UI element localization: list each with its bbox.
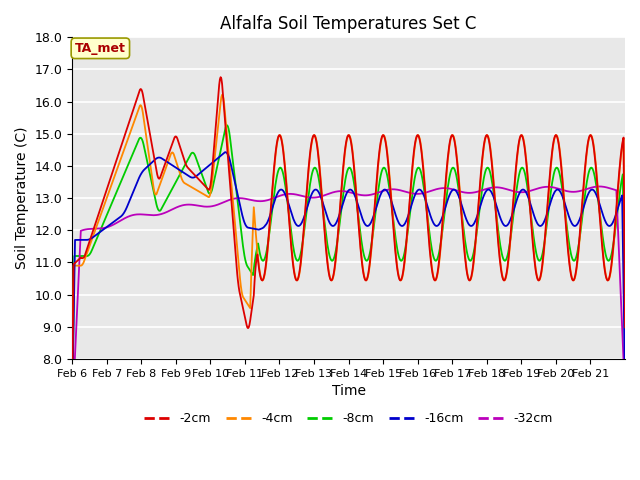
Legend: -2cm, -4cm, -8cm, -16cm, -32cm: -2cm, -4cm, -8cm, -16cm, -32cm — [140, 407, 558, 430]
Text: TA_met: TA_met — [75, 42, 126, 55]
Title: Alfalfa Soil Temperatures Set C: Alfalfa Soil Temperatures Set C — [220, 15, 477, 33]
X-axis label: Time: Time — [332, 384, 365, 398]
Y-axis label: Soil Temperature (C): Soil Temperature (C) — [15, 127, 29, 269]
